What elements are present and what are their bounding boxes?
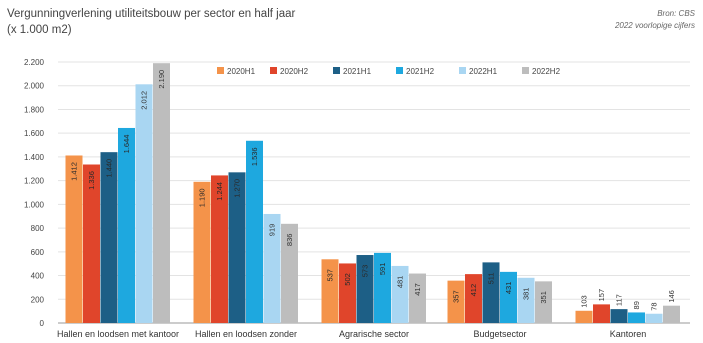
category-label: Budgetsector (473, 329, 526, 339)
bar (575, 310, 593, 323)
bar-value-label: 1.644 (122, 135, 131, 154)
category-label: Agrarische sector (339, 329, 409, 339)
bar-value-label: 2.012 (140, 91, 149, 110)
bar-value-label: 1.244 (215, 182, 224, 201)
bar-value-label: 412 (469, 284, 478, 297)
bar-value-label: 351 (539, 291, 548, 304)
bar-value-label: 1.412 (70, 162, 79, 181)
bar (645, 313, 663, 323)
bar-value-label: 511 (487, 272, 496, 284)
bar-value-label: 117 (615, 294, 624, 306)
legend-swatch (333, 67, 340, 74)
category-label: Kantoren (610, 329, 647, 339)
bar-value-label: 157 (597, 289, 606, 302)
bar-value-label: 1.440 (105, 159, 114, 178)
bar-value-label: 537 (326, 269, 335, 282)
legend-label: 2021H1 (343, 67, 372, 76)
bar (65, 155, 83, 323)
bar-value-label: 591 (378, 263, 387, 276)
bar-value-label: 103 (580, 295, 589, 308)
bar (153, 63, 170, 323)
bar (211, 175, 228, 323)
y-tick-label: 0 (40, 319, 45, 328)
bar-value-label: 2.190 (157, 70, 166, 89)
x-axis: Hallen en loodsen met kantoor Hallen en l… (57, 329, 646, 339)
y-tick-label: 600 (31, 248, 45, 257)
y-tick-label: 1.000 (24, 200, 45, 209)
legend-label: 2022H1 (469, 67, 498, 76)
bar (500, 271, 517, 323)
bar (135, 84, 153, 323)
y-tick-label: 1.800 (24, 105, 45, 114)
y-tick-label: 400 (31, 272, 45, 281)
bar-value-label: 573 (361, 265, 370, 278)
y-tick-label: 800 (31, 224, 45, 233)
y-tick-label: 2.200 (24, 58, 45, 67)
legend-label: 2020H2 (280, 67, 309, 76)
legend-swatch (270, 67, 277, 74)
bar (374, 252, 391, 323)
bar-value-label: 78 (650, 302, 659, 310)
legend-swatch (522, 67, 529, 74)
bar (100, 152, 118, 323)
bar-value-label: 919 (268, 224, 277, 237)
bar (246, 140, 263, 323)
bar-value-label: 1.536 (250, 147, 259, 166)
bar (409, 273, 426, 323)
legend-label: 2021H2 (406, 67, 435, 76)
bar (118, 127, 135, 323)
bar-value-label: 431 (504, 282, 513, 295)
bar (610, 309, 628, 323)
bar (535, 281, 552, 323)
legend-swatch (217, 67, 224, 74)
bar (263, 213, 281, 323)
bar-series: 1.412 1.336 1.440 1.644 2.012 2.190 1.190 1.244… (65, 63, 680, 323)
bar (193, 181, 211, 323)
bar (321, 259, 339, 323)
bar (465, 274, 482, 323)
y-tick-label: 1.600 (24, 129, 45, 138)
bar-value-label: 502 (343, 273, 352, 286)
legend-swatch (459, 67, 466, 74)
source-note: 2022 voorlopige cijfers (614, 21, 695, 30)
bar (663, 305, 680, 323)
y-axis: 0 200 400 600 800 1.000 1.200 1.400 1.600 1.800 2.… (24, 58, 45, 328)
bar-value-label: 1.270 (233, 179, 242, 198)
y-tick-label: 1.400 (24, 153, 45, 162)
bar (281, 223, 298, 323)
y-tick-label: 200 (31, 295, 45, 304)
bar (339, 263, 356, 323)
legend: 2020H1 2020H2 2021H1 2021H2 2022H1 2022H2 (217, 67, 561, 76)
bar-value-label: 481 (396, 276, 405, 289)
legend-label: 2022H2 (532, 67, 561, 76)
category-label: Hallen en loodsen zonder (195, 329, 297, 339)
bar-value-label: 146 (667, 290, 676, 303)
bar (228, 172, 246, 323)
bar-value-label: 89 (632, 301, 641, 309)
bar (83, 164, 100, 323)
bar-value-label: 417 (413, 283, 422, 296)
bar-value-label: 836 (285, 234, 294, 247)
source-label: Bron: CBS (657, 9, 695, 18)
bar (628, 312, 645, 323)
y-tick-label: 1.200 (24, 177, 45, 186)
bar (593, 304, 610, 323)
bar (447, 280, 465, 323)
bar (391, 265, 409, 323)
legend-swatch (396, 67, 403, 74)
y-tick-label: 2.000 (24, 82, 45, 91)
bar (482, 262, 500, 323)
chart-subtitle: (x 1.000 m2) (7, 24, 72, 36)
bar-value-label: 381 (522, 288, 531, 301)
bar (517, 277, 535, 323)
bar-value-label: 1.190 (198, 188, 207, 207)
category-label: Hallen en loodsen met kantoor (57, 329, 179, 339)
chart-title: Vergunningverlening utiliteitsbouw per s… (7, 8, 296, 20)
legend-label: 2020H1 (227, 67, 256, 76)
bar-value-label: 357 (452, 290, 461, 303)
bar (356, 255, 374, 323)
bar-value-label: 1.336 (87, 171, 96, 190)
